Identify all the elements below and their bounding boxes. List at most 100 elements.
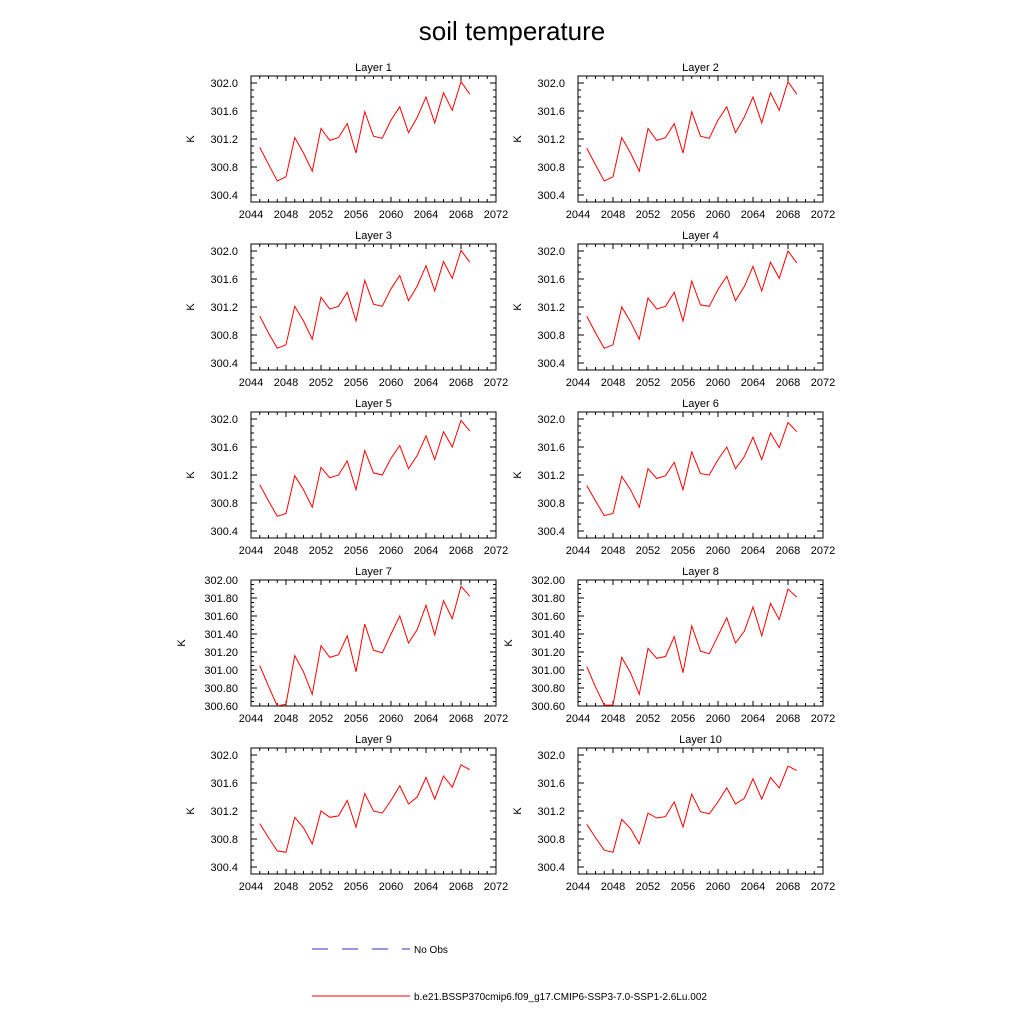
series-line-model: [586, 765, 797, 853]
panel-layer-4: Layer 4 2044 2048 2052 2056 2060 2064 2068 2072 3…: [512, 230, 835, 389]
y-tick-label: 301.6: [537, 778, 565, 790]
series-line-model: [259, 419, 471, 517]
x-tick-label: 2068: [776, 545, 800, 557]
x-tick-label: 2072: [811, 377, 835, 389]
x-tick-label: 2072: [811, 713, 835, 725]
x-tick-label: 2044: [566, 209, 590, 221]
series-line-model: [259, 249, 471, 349]
x-tick-label: 2064: [414, 209, 438, 221]
panel-layer-2: Layer 2 2044 2048 2052 2056 2060 2064 2068 2072 3…: [512, 62, 835, 221]
series-line-model: [259, 585, 471, 706]
x-tick-label: 2056: [344, 713, 368, 725]
y-tick-label: 301.20: [204, 647, 238, 659]
x-tick-label: 2056: [671, 377, 695, 389]
series-line-model: [586, 80, 798, 182]
panel-title: Layer 2: [682, 62, 719, 74]
y-tick-label: 301.6: [210, 274, 238, 286]
y-tick-label: 301.6: [210, 442, 238, 454]
panel-layer-8: Layer 8 2044 2048 2052 2056 2060 2064 2068 2072 3…: [503, 566, 835, 725]
panel-layer-10: Layer 10 2044 2048 2052 2056 2060 2064 2068 2072…: [512, 734, 835, 893]
panel-frame: [250, 75, 497, 203]
x-tick-label: 2044: [239, 881, 263, 893]
panel-layer-9: Layer 9 2044 2048 2052 2056 2060 2064 2068 2072 3…: [185, 734, 508, 893]
x-tick-label: 2048: [601, 209, 625, 221]
x-tick-label: 2068: [776, 881, 800, 893]
y-tick-label: 302.0: [210, 750, 238, 762]
y-tick-label: 301.2: [210, 302, 238, 314]
y-tick-label: 300.4: [210, 190, 238, 202]
x-tick-label: 2064: [414, 881, 438, 893]
panel-frame: [577, 579, 824, 707]
x-tick-label: 2072: [484, 713, 508, 725]
x-tick-label: 2052: [636, 713, 660, 725]
x-tick-label: 2048: [274, 713, 298, 725]
y-axis-label: K: [512, 135, 524, 143]
x-tick-label: 2052: [636, 545, 660, 557]
x-tick-label: 2056: [671, 713, 695, 725]
series-line-model: [259, 764, 470, 853]
x-tick-label: 2044: [239, 209, 263, 221]
panel-title: Layer 9: [355, 734, 392, 746]
x-tick-label: 2072: [484, 881, 508, 893]
y-tick-label: 300.4: [210, 862, 238, 874]
x-tick-label: 2064: [741, 881, 765, 893]
x-tick-label: 2060: [379, 881, 403, 893]
y-tick-label: 300.8: [210, 498, 238, 510]
series-line-model: [586, 249, 798, 349]
y-axis-label: K: [185, 303, 197, 311]
y-tick-label: 300.8: [537, 498, 565, 510]
y-tick-label: 301.6: [210, 778, 238, 790]
x-tick-label: 2048: [601, 713, 625, 725]
x-tick-label: 2048: [274, 209, 298, 221]
x-tick-label: 2068: [776, 377, 800, 389]
y-tick-label: 301.00: [531, 665, 565, 677]
y-tick-label: 302.0: [537, 246, 565, 258]
x-tick-label: 2052: [636, 377, 660, 389]
y-axis-label: K: [185, 135, 197, 143]
x-tick-label: 2060: [379, 377, 403, 389]
x-tick-label: 2052: [309, 209, 333, 221]
y-tick-label: 301.20: [531, 647, 565, 659]
y-tick-label: 301.6: [537, 106, 565, 118]
x-tick-label: 2052: [309, 881, 333, 893]
y-tick-label: 300.80: [204, 683, 238, 695]
y-tick-label: 302.00: [531, 575, 565, 587]
y-axis-label: K: [176, 639, 188, 647]
panel-layer-3: Layer 3 2044 2048 2052 2056 2060 2064 2068 2072 3…: [185, 230, 508, 389]
x-tick-label: 2048: [274, 377, 298, 389]
x-tick-label: 2064: [741, 713, 765, 725]
x-tick-label: 2072: [811, 209, 835, 221]
x-tick-label: 2072: [484, 377, 508, 389]
y-tick-label: 301.80: [531, 593, 565, 605]
y-tick-label: 301.00: [204, 665, 238, 677]
panel-title: Layer 6: [682, 398, 719, 410]
y-tick-label: 302.0: [537, 750, 565, 762]
legend-obs-label: No Obs: [414, 945, 448, 956]
panel-frame: [250, 579, 497, 707]
x-tick-label: 2048: [601, 377, 625, 389]
y-tick-label: 300.8: [537, 162, 565, 174]
x-tick-label: 2060: [379, 713, 403, 725]
y-tick-label: 302.00: [204, 575, 238, 587]
x-tick-label: 2064: [414, 377, 438, 389]
y-tick-label: 301.60: [531, 611, 565, 623]
x-tick-label: 2068: [449, 713, 473, 725]
x-tick-label: 2056: [671, 545, 695, 557]
panel-layer-6: Layer 6 2044 2048 2052 2056 2060 2064 2068 2072 3…: [512, 398, 835, 557]
panel-title: Layer 10: [679, 734, 722, 746]
x-tick-label: 2044: [566, 545, 590, 557]
x-tick-label: 2064: [741, 209, 765, 221]
x-tick-label: 2064: [741, 545, 765, 557]
y-tick-label: 301.2: [210, 806, 238, 818]
x-tick-label: 2068: [449, 377, 473, 389]
y-axis-label: K: [503, 639, 515, 647]
x-tick-label: 2044: [239, 545, 263, 557]
y-tick-label: 300.8: [210, 330, 238, 342]
y-tick-label: 300.8: [537, 330, 565, 342]
x-tick-label: 2052: [636, 209, 660, 221]
series-line-model: [259, 80, 471, 182]
x-tick-label: 2048: [601, 881, 625, 893]
y-tick-label: 301.2: [210, 470, 238, 482]
y-tick-label: 301.60: [204, 611, 238, 623]
